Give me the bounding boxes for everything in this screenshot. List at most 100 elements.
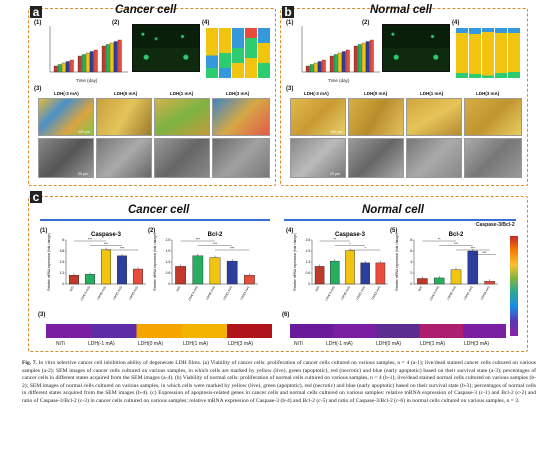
- proliferation-bar: [89, 51, 94, 73]
- a2-live-dead-images: [132, 24, 200, 72]
- c3-label-0: LDH(0 mA): [138, 341, 164, 347]
- c6-label: (6): [282, 312, 290, 318]
- b3-sem-top-4: [464, 98, 522, 136]
- significance-label: ***: [213, 242, 218, 246]
- c3-ratio-heatbar: [46, 324, 272, 338]
- panel-c-title-right: Normal cell: [362, 204, 424, 216]
- proliferation-bar: [341, 51, 346, 73]
- significance-label: *: [365, 246, 367, 250]
- b4-state-percentages: [456, 28, 522, 78]
- x-tick-label: NiTi: [69, 285, 75, 292]
- proliferation-bar: [69, 59, 74, 73]
- y-tick-label: 1.3: [60, 271, 65, 275]
- a3-sem-bot-2: [96, 138, 152, 178]
- figure-caption: Fig. 7. In vitro selective cancer cell i…: [22, 360, 536, 406]
- y-axis-label: Relative mRNA expression (fold change): [153, 233, 157, 290]
- panel-c-letter: c: [30, 191, 42, 203]
- proliferation-bar: [309, 64, 314, 73]
- proliferation-bar: [321, 59, 326, 73]
- x-tick-label: LDH(1 mA): [112, 286, 123, 301]
- c3-label-3: LDH(3 mA): [228, 341, 254, 347]
- y-tick-label: 3.8: [60, 249, 65, 253]
- significance-label: ***: [230, 246, 235, 250]
- y-tick-label: 1.9: [306, 249, 311, 253]
- a3-col1: LDH(-3 mA): [54, 91, 79, 96]
- c1-caspase3-cancer-chart: Caspase-3 Relative mRNA expression (fold …: [47, 232, 146, 302]
- b1-label: (1): [286, 20, 294, 26]
- b3-sem-bot-2: [348, 138, 404, 178]
- bar: [433, 277, 445, 285]
- bar: [330, 260, 340, 285]
- b3-col2: LDH(0 mA): [364, 91, 388, 96]
- bar: [244, 275, 255, 285]
- panel-c-title-left: Cancer cell: [128, 204, 190, 216]
- x-tick-label: LDH(-3 mA): [324, 286, 335, 302]
- panel-c-frame: [28, 196, 528, 352]
- x-tick-label: NiTi: [175, 285, 181, 292]
- y-tick-label: 1.3: [306, 260, 311, 264]
- chart-title: Bcl-2: [208, 232, 223, 238]
- bar: [132, 268, 143, 285]
- y-tick-label: 2.5: [60, 260, 65, 264]
- c3-label: (3): [38, 312, 46, 318]
- significance-label: ***: [88, 237, 93, 241]
- panel-b-letter: b: [282, 6, 294, 18]
- bar: [375, 262, 386, 285]
- b4-label: (4): [452, 20, 460, 26]
- proliferation-bar: [81, 54, 86, 73]
- panel-a-frame: [28, 8, 276, 186]
- a3-scale-top: 100 μm: [78, 130, 90, 134]
- b3-label: (3): [286, 86, 294, 92]
- a3-sem-top-3: [154, 98, 210, 136]
- c5-label: (5): [390, 228, 398, 234]
- x-tick-label: LDH(-3 mA): [79, 286, 90, 302]
- panel-b-frame: [280, 8, 528, 186]
- panel-a-title: Cancer cell: [115, 4, 177, 16]
- bar: [192, 255, 204, 285]
- proliferation-bar: [113, 41, 118, 73]
- x-tick-label: LDH(-3 mA): [429, 286, 440, 302]
- proliferation-bar: [305, 65, 310, 73]
- proliferation-bar: [105, 44, 110, 73]
- y-tick-label: 2.5: [306, 238, 311, 242]
- proliferation-bar: [365, 41, 370, 73]
- y-axis-label: Relative mRNA expression (fold change): [395, 233, 399, 290]
- a4-label: (4): [202, 20, 210, 26]
- x-tick-label: NiTi: [314, 285, 320, 292]
- b3-sem-top-3: [406, 98, 462, 136]
- a1-label: (1): [34, 20, 42, 26]
- c6-label-0: LDH(0 mA): [376, 341, 402, 347]
- a3-sem-top-4: [212, 98, 270, 136]
- proliferation-bar: [313, 62, 318, 73]
- proliferation-bar: [109, 42, 114, 73]
- x-tick-label: LDH(1 mA): [463, 286, 474, 301]
- y-tick-label: 0.6: [166, 271, 171, 275]
- b2-label: (2): [362, 20, 370, 26]
- a3-col4: LDH(3 mA): [226, 91, 250, 96]
- bar: [360, 262, 370, 285]
- y-axis-label: Relative mRNA expression (fold change): [293, 233, 297, 290]
- significance-label: ***: [196, 237, 201, 241]
- c6-ratio-heatbar: [290, 324, 506, 338]
- proliferation-bar: [117, 39, 122, 73]
- c3-label-m1: LDH(-1 mA): [88, 341, 115, 347]
- b3-scale-bot: 20 μm: [330, 172, 340, 176]
- x-tick-label: LDH(-3 mA): [187, 286, 198, 302]
- x-tick-label: LDH(1 mA): [355, 286, 366, 301]
- a1-xlabel: Time (day): [76, 78, 98, 83]
- b3-sem-top-2: [348, 98, 404, 136]
- a3-col2: LDH(0 mA): [114, 91, 138, 96]
- x-tick-label: NiTi: [417, 285, 423, 292]
- bar: [314, 266, 325, 285]
- c4-caspase3-normal-chart: Caspase-3 Relative mRNA expression (fold …: [293, 232, 388, 302]
- x-tick-label: LDH(0 mA): [340, 286, 351, 301]
- c3-label-niti: NiTi: [56, 341, 65, 347]
- bar: [417, 278, 428, 285]
- significance-label: ***: [482, 251, 487, 255]
- proliferation-bar: [333, 54, 338, 73]
- proliferation-bar: [337, 52, 342, 73]
- bar: [85, 274, 96, 285]
- bar: [101, 249, 112, 285]
- y-tick-label: 1.3: [166, 260, 171, 264]
- a1-proliferation-chart: [49, 26, 128, 73]
